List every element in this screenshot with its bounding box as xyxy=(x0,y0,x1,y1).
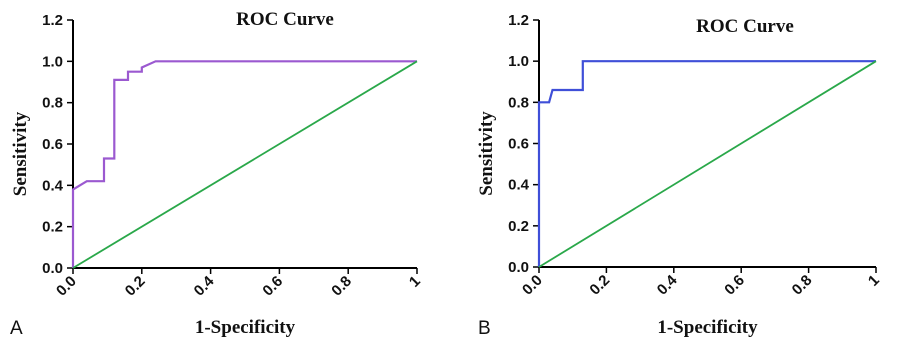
panel-a-roc-curve xyxy=(71,60,417,268)
panel-b-y-tick-label: 1.0 xyxy=(508,53,529,70)
panel-b-reference-line xyxy=(538,60,877,268)
panel-b-roc-curve xyxy=(537,60,876,267)
panel-a-title: ROC Curve xyxy=(236,9,334,30)
panel-b: 0.00.20.40.60.81.01.20.0 0.2 0.4 0.6 0.8 1ROC… xyxy=(476,12,883,339)
panel-b-x-tick-label: 0.4 xyxy=(654,271,681,298)
panel-b-x-axis-title: 1-Specificity xyxy=(657,317,758,338)
panel-a-reference-line xyxy=(72,60,418,269)
panel-b-y-tick-label: 0.6 xyxy=(508,136,529,153)
panel-a-y-tick-label: 1.2 xyxy=(42,12,63,29)
panel-a-y-tick-label: 0.2 xyxy=(42,219,63,236)
panel-a-x-tick-label: 0.8 xyxy=(328,273,355,300)
panel-a-letter: A xyxy=(10,318,23,339)
panel-a-y-axis-title: Sensitivity xyxy=(10,111,31,196)
panel-b-y-tick-label: 0.8 xyxy=(508,94,529,111)
panel-b-x-tick-label: 0.8 xyxy=(789,272,816,299)
panel-b-y-tick-label: 0.2 xyxy=(508,218,529,235)
panel-b-letter: B xyxy=(478,318,491,339)
panel-a-y-tick-label: 0.6 xyxy=(42,136,63,153)
panel-a-y-tick-label: 0.8 xyxy=(42,95,63,112)
panel-b-x-tick-label: 0.2 xyxy=(586,272,613,299)
panel-a: 0.00.20.40.60.81.01.20.0 0.2 0.4 0.6 0.8 1ROC… xyxy=(10,9,424,339)
panel-a-y-tick-label: 0.4 xyxy=(42,177,64,194)
panel-a-y-tick-label: 0.0 xyxy=(42,260,63,277)
panel-b-x-tick-label: 1 xyxy=(865,272,883,290)
panel-a-y-tick-label: 1.0 xyxy=(42,53,63,70)
panel-a-x-tick-label: 1 xyxy=(406,273,424,291)
panel-b-x-tick-label: 0.6 xyxy=(721,272,748,299)
panel-a-x-tick-label: 0.2 xyxy=(122,273,149,300)
panel-b-y-tick-label: 1.2 xyxy=(508,12,529,29)
panel-b-y-tick-label: 0.4 xyxy=(508,177,530,194)
panel-b-title: ROC Curve xyxy=(696,16,794,37)
panel-a-x-tick-label: 0.6 xyxy=(259,273,286,300)
panel-a-x-tick-label: 0.4 xyxy=(191,272,218,299)
panel-a-x-axis-title: 1-Specificity xyxy=(195,317,296,338)
panel-b-y-axis-title: Sensitivity xyxy=(476,111,497,196)
panel-b-y-tick-label: 0.0 xyxy=(508,259,529,276)
